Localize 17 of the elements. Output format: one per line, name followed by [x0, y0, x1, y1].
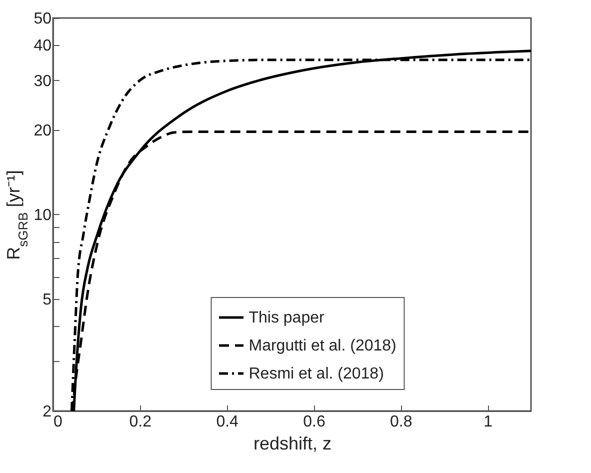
x-axis-title: redshift, z [253, 434, 332, 454]
x-tick-label: 0.6 [303, 414, 326, 430]
legend-label: This paper [248, 310, 326, 327]
x-tick-label: 0 [54, 414, 62, 430]
y-tick-label: 30 [34, 72, 52, 90]
y-tick-label: 2 [42, 404, 52, 420]
y-tick-label: 10 [34, 207, 52, 224]
y-tick-label: 40 [34, 38, 52, 55]
legend-label: Resmi et al. (2018) [248, 366, 384, 383]
y-tick-label: 5 [42, 292, 52, 309]
x-tick-label: 0.4 [216, 414, 239, 430]
legend-label: Margutti et al. (2018) [248, 338, 396, 355]
x-tick-label: 0.8 [390, 414, 412, 430]
y-tick-label: 20 [34, 122, 52, 140]
y-tick-label: 50 [34, 10, 52, 28]
x-tick-label: 1 [484, 414, 493, 430]
x-tick-label: 0.2 [129, 414, 152, 430]
